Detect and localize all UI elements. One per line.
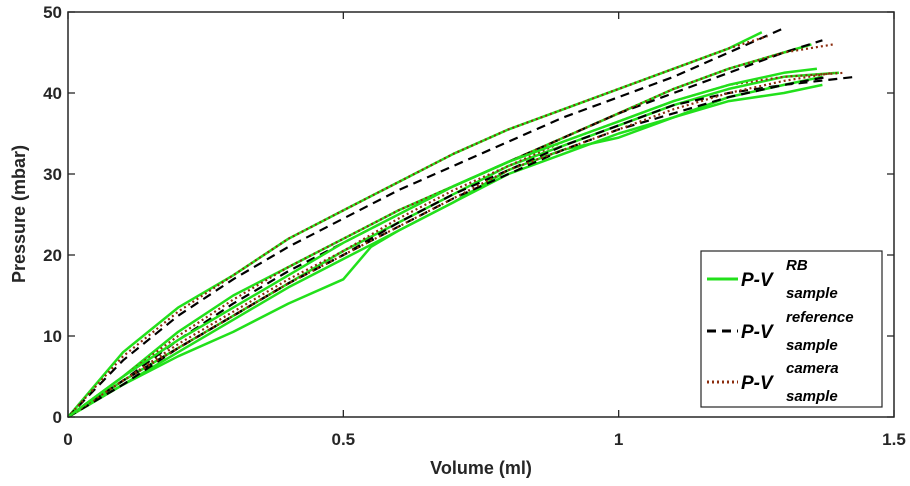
x-tick-label: 1 [614,430,623,449]
legend-sub-rb: sample [786,285,838,302]
series-line-1 [67,31,763,418]
y-tick-label: 0 [53,408,62,427]
y-tick-label: 40 [43,84,62,103]
series-layer [67,27,856,419]
series-line-13 [67,71,834,418]
legend-label-camera: P-V [741,373,774,394]
series-line-11 [67,75,823,419]
legend-label-rb: P-V [741,270,774,291]
y-tick-label: 20 [43,246,62,265]
x-tick-label: 0 [63,430,72,449]
legend-sup-reference: reference [786,309,854,326]
y-axis-label: Pressure (mbar) [9,145,29,283]
legend-sub-camera: sample [786,388,838,405]
axes-box [67,11,895,418]
y-tick-label: 10 [43,327,62,346]
x-tick-label: 1.5 [882,430,906,449]
legend-sub-reference: sample [786,337,838,354]
legend-label-reference: P-V [741,322,774,343]
series-line-2 [67,27,785,418]
legend-sup-rb: RB [786,257,808,274]
legend-box [700,250,883,408]
y-tick-label: 30 [43,165,62,184]
legend: P-V RB sample P-V reference sample P-V c… [700,250,883,408]
legend-sup-camera: camera [786,360,839,377]
series-line-14 [67,67,818,419]
x-axis-label: Volume (ml) [430,458,532,478]
tick-layer: 0 0.5 1 1.5 0 10 20 30 40 50 [43,3,906,449]
x-tick-label: 0.5 [332,430,356,449]
y-tick-label: 50 [43,3,62,22]
